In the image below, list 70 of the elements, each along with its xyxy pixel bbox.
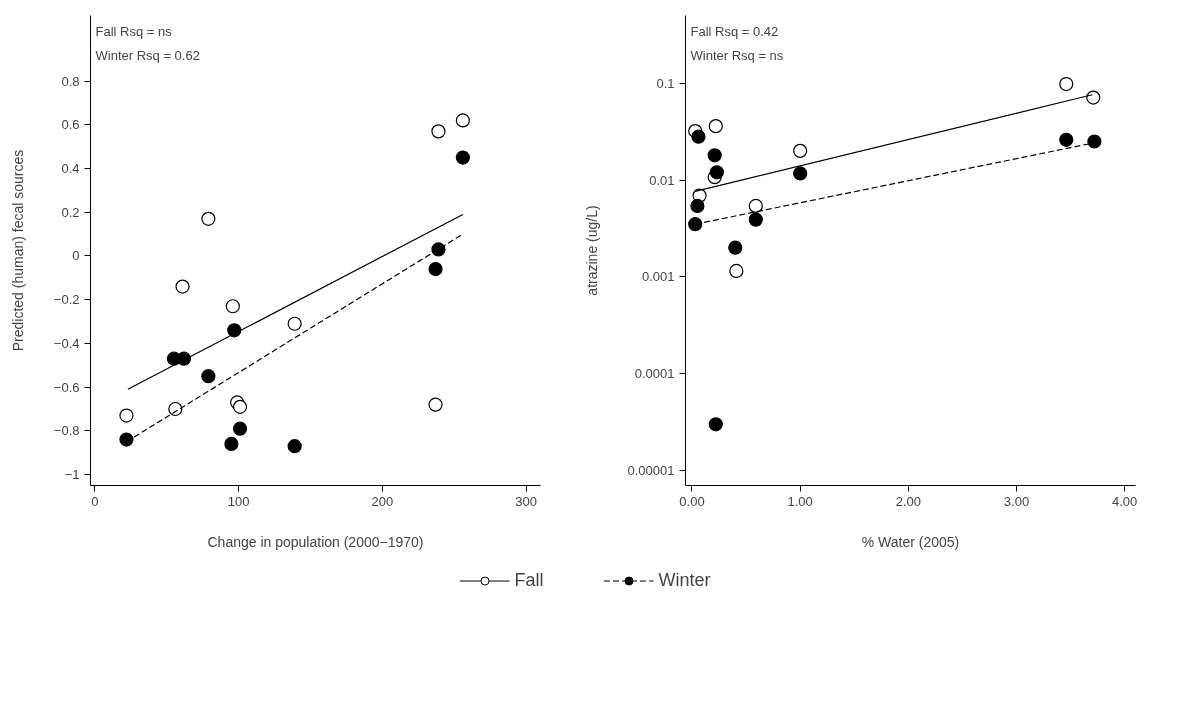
point bbox=[428, 261, 443, 277]
point bbox=[455, 150, 470, 165]
x-tick-label: 0 bbox=[91, 493, 99, 509]
point bbox=[175, 279, 190, 294]
point bbox=[201, 211, 216, 226]
x-axis-title: Change in population (2000−1970) bbox=[207, 533, 424, 550]
y-tick-label: 0.8 bbox=[61, 73, 80, 89]
y-tick-label: 0.0001 bbox=[634, 366, 675, 382]
y-tick-label: 0.2 bbox=[61, 204, 80, 220]
point bbox=[748, 212, 763, 227]
point bbox=[1086, 90, 1101, 105]
point bbox=[708, 417, 723, 432]
y-axis-title: Predicted (human) fecal sources bbox=[9, 149, 26, 352]
point bbox=[227, 323, 242, 338]
y-tick-label: −0.4 bbox=[53, 335, 80, 351]
x-tick-label: 200 bbox=[371, 493, 394, 509]
y-tick-label: 0.1 bbox=[656, 75, 675, 91]
point bbox=[691, 129, 706, 144]
x-tick-label: 1.00 bbox=[787, 493, 813, 509]
point bbox=[287, 316, 302, 331]
point bbox=[225, 299, 240, 314]
point bbox=[1087, 134, 1102, 149]
point bbox=[793, 143, 808, 158]
legend-label: Fall bbox=[514, 569, 544, 591]
point bbox=[201, 369, 216, 384]
point bbox=[428, 397, 443, 412]
y-tick-label: −0.6 bbox=[53, 379, 80, 395]
point bbox=[1059, 76, 1074, 92]
point bbox=[431, 124, 446, 139]
annotation: Winter Rsq = 0.62 bbox=[95, 47, 200, 63]
point bbox=[119, 408, 134, 423]
annotation: Fall Rsq = 0.42 bbox=[690, 23, 779, 39]
point bbox=[232, 399, 248, 414]
y-tick-label: 0.01 bbox=[649, 172, 675, 188]
x-tick-label: 3.00 bbox=[1003, 493, 1030, 509]
y-tick-label: 0.00001 bbox=[627, 463, 675, 478]
x-tick-label: 4.00 bbox=[1112, 493, 1138, 509]
y-axis-title: atrazine (ug/L) bbox=[583, 205, 600, 296]
y-tick-label: 0.4 bbox=[61, 161, 80, 177]
point bbox=[688, 217, 703, 232]
point bbox=[793, 166, 808, 181]
point bbox=[748, 198, 763, 214]
point bbox=[728, 240, 743, 255]
annotation: Winter Rsq = ns bbox=[690, 47, 784, 63]
point bbox=[690, 198, 705, 214]
y-tick-label: −0.2 bbox=[53, 292, 80, 308]
point bbox=[224, 436, 239, 452]
y-tick-label: 0 bbox=[72, 248, 80, 264]
point bbox=[431, 242, 446, 257]
legend-label: Winter bbox=[658, 569, 711, 591]
point bbox=[287, 439, 302, 454]
y-tick-label: −0.8 bbox=[53, 423, 80, 439]
x-tick-label: 100 bbox=[227, 493, 250, 509]
point bbox=[709, 165, 724, 180]
x-tick-label: 300 bbox=[515, 493, 537, 509]
point bbox=[168, 401, 183, 417]
y-tick-label: 0.001 bbox=[641, 269, 675, 285]
point bbox=[232, 421, 248, 436]
point bbox=[455, 113, 470, 128]
y-tick-label: −1 bbox=[64, 467, 80, 483]
point bbox=[707, 148, 722, 163]
point bbox=[708, 119, 723, 134]
point bbox=[119, 432, 134, 447]
x-axis-title: % Water (2005) bbox=[861, 533, 960, 550]
x-tick-label: 2.00 bbox=[895, 493, 921, 509]
annotation: Fall Rsq = ns bbox=[95, 23, 173, 39]
x-tick-label: 0.00 bbox=[679, 493, 705, 509]
y-tick-label: 0.6 bbox=[61, 117, 80, 133]
point bbox=[1059, 132, 1074, 147]
point bbox=[729, 263, 744, 279]
